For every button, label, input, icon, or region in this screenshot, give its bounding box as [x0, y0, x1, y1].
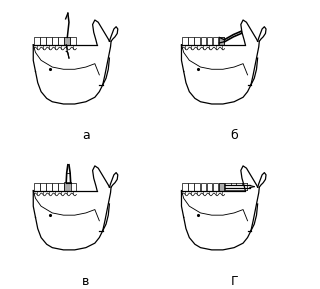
Bar [70, 37, 76, 45]
Bar [182, 37, 188, 45]
Text: б: б [230, 129, 238, 142]
Bar [207, 37, 212, 45]
Bar [64, 182, 71, 190]
Bar [219, 37, 225, 45]
Bar [212, 183, 219, 190]
Bar [58, 183, 64, 190]
Text: Г: Г [230, 275, 238, 288]
Bar [207, 183, 212, 190]
Bar [64, 37, 70, 45]
Bar [46, 183, 52, 190]
Bar [195, 37, 200, 45]
Bar [52, 183, 58, 190]
Bar [182, 183, 188, 190]
Bar [188, 183, 194, 190]
Bar [188, 37, 194, 45]
Bar [46, 37, 52, 45]
Bar [70, 183, 76, 190]
Bar [34, 183, 40, 190]
Text: в: в [82, 275, 90, 288]
Bar [201, 37, 206, 45]
Bar [212, 37, 219, 45]
Bar [201, 183, 206, 190]
Bar [40, 37, 46, 45]
Bar [64, 37, 70, 45]
Bar [58, 37, 64, 45]
Bar [195, 183, 200, 190]
Bar [34, 37, 40, 45]
Bar [219, 37, 225, 45]
Bar [219, 183, 225, 190]
Bar [64, 183, 70, 190]
Text: a: a [82, 129, 90, 142]
Bar [52, 37, 58, 45]
Bar [40, 183, 46, 190]
Bar [219, 183, 225, 190]
